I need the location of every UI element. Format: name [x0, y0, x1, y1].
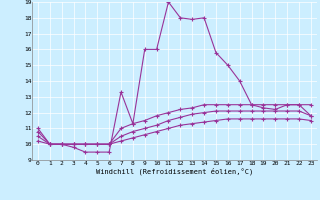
X-axis label: Windchill (Refroidissement éolien,°C): Windchill (Refroidissement éolien,°C)	[96, 167, 253, 175]
